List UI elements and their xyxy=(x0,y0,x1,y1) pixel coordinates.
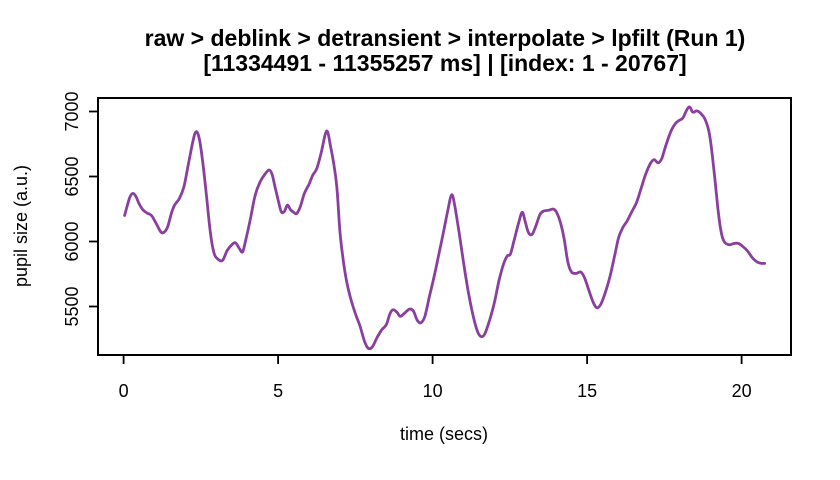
x-tick-label: 5 xyxy=(273,381,283,401)
x-tick-label: 10 xyxy=(423,381,443,401)
plot-border xyxy=(97,97,792,356)
x-tick-label: 15 xyxy=(577,381,597,401)
pupil-size-trace xyxy=(123,105,767,351)
x-axis-title: time (secs) xyxy=(400,424,488,444)
y-tick-label: 5500 xyxy=(62,286,82,326)
x-tick-label: 20 xyxy=(732,381,752,401)
y-tick-label: 6000 xyxy=(62,221,82,261)
plot-title: raw > deblink > detransient > interpolat… xyxy=(144,25,746,51)
x-axis: 0 5 10 15 20 xyxy=(119,355,752,401)
y-axis: 5500 6000 6500 7000 xyxy=(62,91,98,327)
y-tick-label: 6500 xyxy=(62,156,82,196)
x-tick-label: 0 xyxy=(119,381,129,401)
y-tick-label: 7000 xyxy=(62,91,82,131)
title-block: raw > deblink > detransient > interpolat… xyxy=(98,26,792,76)
plot-subtitle: [11334491 - 11355257 ms] | [index: 1 - 2… xyxy=(203,50,687,76)
y-axis-title: pupil size (a.u.) xyxy=(11,165,31,287)
